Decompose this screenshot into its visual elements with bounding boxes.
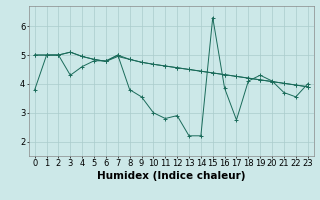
X-axis label: Humidex (Indice chaleur): Humidex (Indice chaleur) — [97, 171, 245, 181]
